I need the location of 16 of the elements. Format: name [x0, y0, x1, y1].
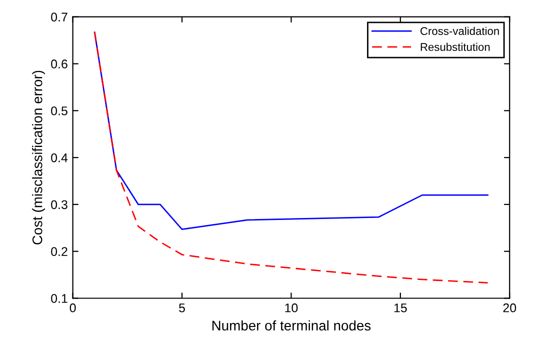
y-tick-label: 0.5 — [51, 106, 68, 116]
y-tick-label: 0.1 — [51, 294, 68, 303]
legend-label: Resubstitution — [420, 42, 490, 51]
legend-label: Cross-validation — [420, 26, 499, 36]
x-axis-title: Number of terminal nodes — [212, 320, 371, 331]
y-tick-label: 0.6 — [51, 60, 68, 68]
y-tick-label: 0.4 — [51, 153, 68, 162]
x-tick-label: 0 — [70, 303, 76, 312]
x-tick-label: 20 — [503, 303, 516, 312]
x-tick-label: 5 — [179, 304, 185, 312]
y-tick-label: 0.3 — [51, 200, 68, 210]
y-tick-label: 0.2 — [51, 247, 68, 256]
x-tick-label: 10 — [285, 303, 298, 312]
y-axis-title: Cost (misclassification error) — [32, 70, 45, 244]
y-tick-label: 0.7 — [51, 12, 68, 22]
x-tick-label: 15 — [394, 304, 407, 312]
